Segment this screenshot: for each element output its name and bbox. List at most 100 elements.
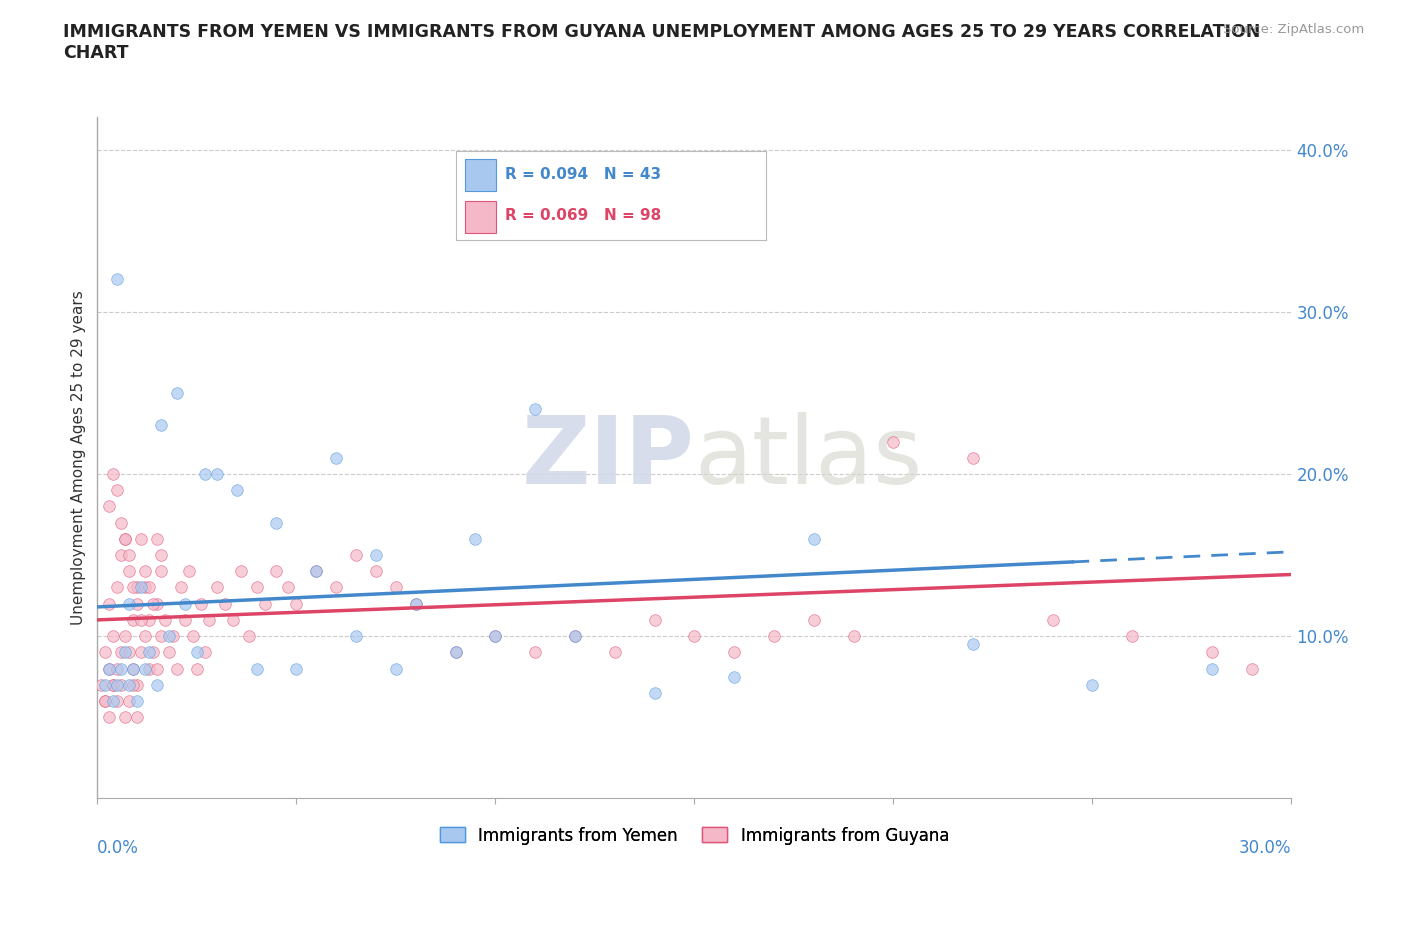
Point <box>198 613 221 628</box>
Point <box>221 613 243 628</box>
Point <box>181 629 204 644</box>
Text: 0.0%: 0.0% <box>97 839 139 857</box>
Point <box>266 515 288 530</box>
Point <box>122 661 145 676</box>
Point <box>225 483 247 498</box>
Point <box>882 434 904 449</box>
Point <box>146 531 169 546</box>
Point <box>146 677 169 692</box>
Point <box>245 580 267 595</box>
Point <box>385 661 408 676</box>
Point <box>114 710 136 724</box>
Point <box>134 564 156 578</box>
Point <box>150 629 173 644</box>
Point <box>344 629 367 644</box>
Point <box>484 629 506 644</box>
Point <box>277 580 299 595</box>
Point <box>118 644 141 659</box>
Point <box>229 564 252 578</box>
Point <box>205 467 228 482</box>
Point <box>723 644 745 659</box>
Y-axis label: Unemployment Among Ages 25 to 29 years: Unemployment Among Ages 25 to 29 years <box>72 290 86 625</box>
Point <box>127 694 149 709</box>
Point <box>138 644 160 659</box>
Point <box>114 531 136 546</box>
Point <box>103 629 125 644</box>
Point <box>683 629 706 644</box>
Point <box>103 694 125 709</box>
Point <box>105 677 128 692</box>
Point <box>444 644 467 659</box>
Point <box>644 685 666 700</box>
Point <box>103 677 125 692</box>
Point <box>238 629 260 644</box>
Point <box>285 661 308 676</box>
Point <box>194 467 217 482</box>
Point <box>94 677 117 692</box>
Point <box>803 613 825 628</box>
Text: Source: ZipAtlas.com: Source: ZipAtlas.com <box>1223 23 1364 36</box>
Point <box>405 596 427 611</box>
Point <box>162 629 184 644</box>
Point <box>150 564 173 578</box>
Point <box>1240 661 1263 676</box>
Point <box>118 677 141 692</box>
Point <box>114 644 136 659</box>
Point <box>98 661 121 676</box>
Text: IMMIGRANTS FROM YEMEN VS IMMIGRANTS FROM GUYANA UNEMPLOYMENT AMONG AGES 25 TO 29: IMMIGRANTS FROM YEMEN VS IMMIGRANTS FROM… <box>63 23 1261 62</box>
Point <box>94 694 117 709</box>
Point <box>110 515 132 530</box>
Point <box>524 644 547 659</box>
Point <box>129 531 152 546</box>
Point <box>127 596 149 611</box>
Point <box>603 644 626 659</box>
Point <box>142 644 165 659</box>
Point <box>142 596 165 611</box>
Point <box>405 596 427 611</box>
Point <box>803 531 825 546</box>
Point <box>177 564 200 578</box>
Point <box>90 677 112 692</box>
Point <box>110 677 132 692</box>
Point <box>364 564 387 578</box>
Point <box>138 613 160 628</box>
Point <box>103 467 125 482</box>
Point <box>129 644 152 659</box>
Point <box>105 694 128 709</box>
Point <box>138 661 160 676</box>
Point <box>253 596 276 611</box>
Point <box>134 661 156 676</box>
Point <box>94 694 117 709</box>
Text: atlas: atlas <box>695 412 922 504</box>
Point <box>105 580 128 595</box>
Point <box>385 580 408 595</box>
Point <box>98 661 121 676</box>
Point <box>122 677 145 692</box>
Point <box>129 580 152 595</box>
Point <box>305 564 328 578</box>
Point <box>134 580 156 595</box>
Point <box>153 613 176 628</box>
Point <box>157 644 180 659</box>
Point <box>364 548 387 563</box>
Point <box>103 677 125 692</box>
Point <box>118 548 141 563</box>
Point <box>723 670 745 684</box>
Point <box>1121 629 1143 644</box>
Point <box>129 613 152 628</box>
Point <box>186 644 208 659</box>
Point <box>1201 644 1223 659</box>
Point <box>285 596 308 611</box>
Point <box>524 402 547 417</box>
Point <box>105 272 128 286</box>
Point <box>105 483 128 498</box>
Point <box>127 677 149 692</box>
Point <box>98 596 121 611</box>
Point <box>118 694 141 709</box>
Point <box>98 710 121 724</box>
Point <box>962 450 984 465</box>
Point <box>266 564 288 578</box>
Point <box>305 564 328 578</box>
Point <box>94 644 117 659</box>
Point <box>146 661 169 676</box>
